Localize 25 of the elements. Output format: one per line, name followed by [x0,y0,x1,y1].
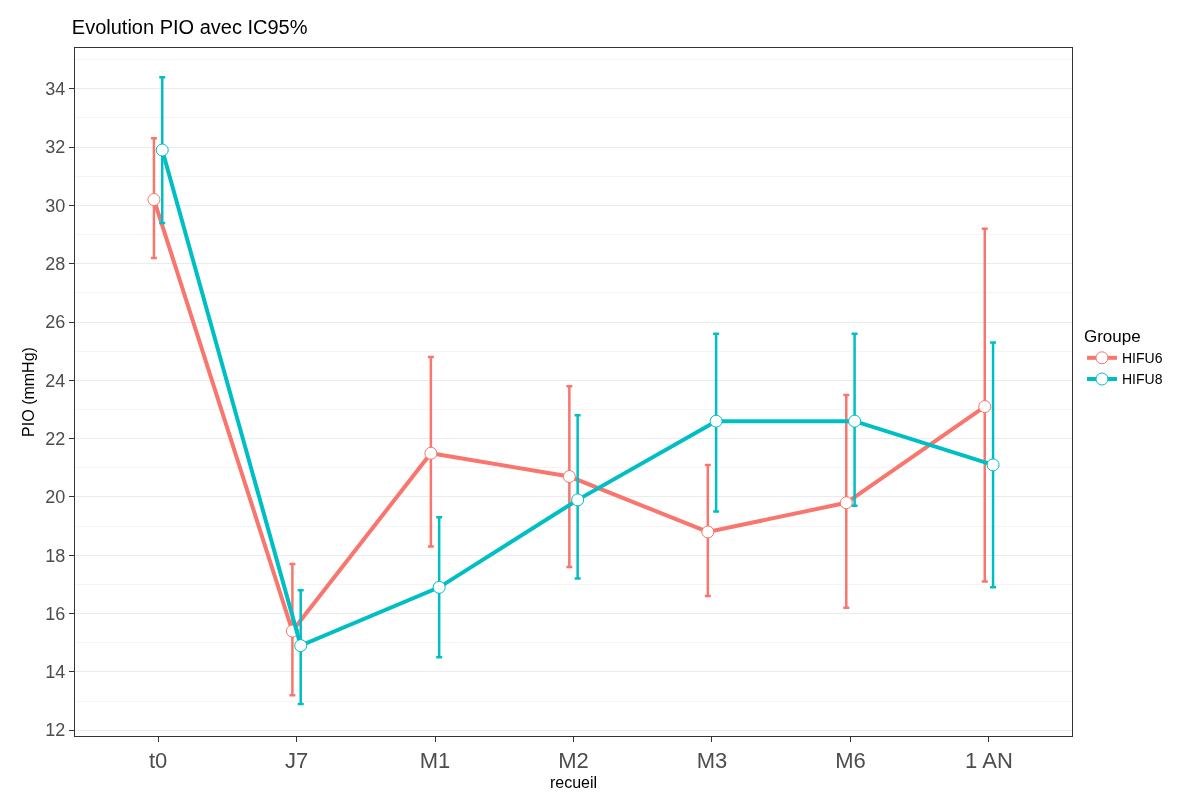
y-tick-label: 18 [45,545,66,566]
y-tick-label: 12 [45,720,66,741]
y-tick-label: 22 [45,428,66,449]
y-tick-label: 20 [45,487,66,508]
x-tick-label: M3 [696,748,728,774]
chart-title: Evolution PIO avec IC95% [71,16,308,39]
y-tick-label: 28 [45,254,66,275]
y-tick-label: 16 [45,603,66,624]
legend-label: HIFU6 [1121,350,1163,367]
x-tick-label: M1 [419,748,451,774]
x-tick-label: M6 [835,748,866,774]
y-tick-label: 26 [45,312,66,333]
y-tick-label: 14 [45,662,66,683]
legend-title: Groupe [1083,327,1141,347]
legend-label: HIFU8 [1121,371,1163,388]
x-tick-label: t0 [148,748,168,774]
x-axis-title: recueil [549,774,598,792]
x-tick-label: M2 [558,748,589,774]
y-tick-label: 34 [45,79,66,100]
y-tick-label: 32 [45,137,66,158]
y-tick-label: 24 [45,370,66,391]
y-tick-label: 30 [45,195,66,216]
x-tick-label: J7 [284,748,309,774]
y-axis-title: PIO (mmHg) [20,347,38,437]
x-tick-label: 1 AN [965,748,1013,774]
